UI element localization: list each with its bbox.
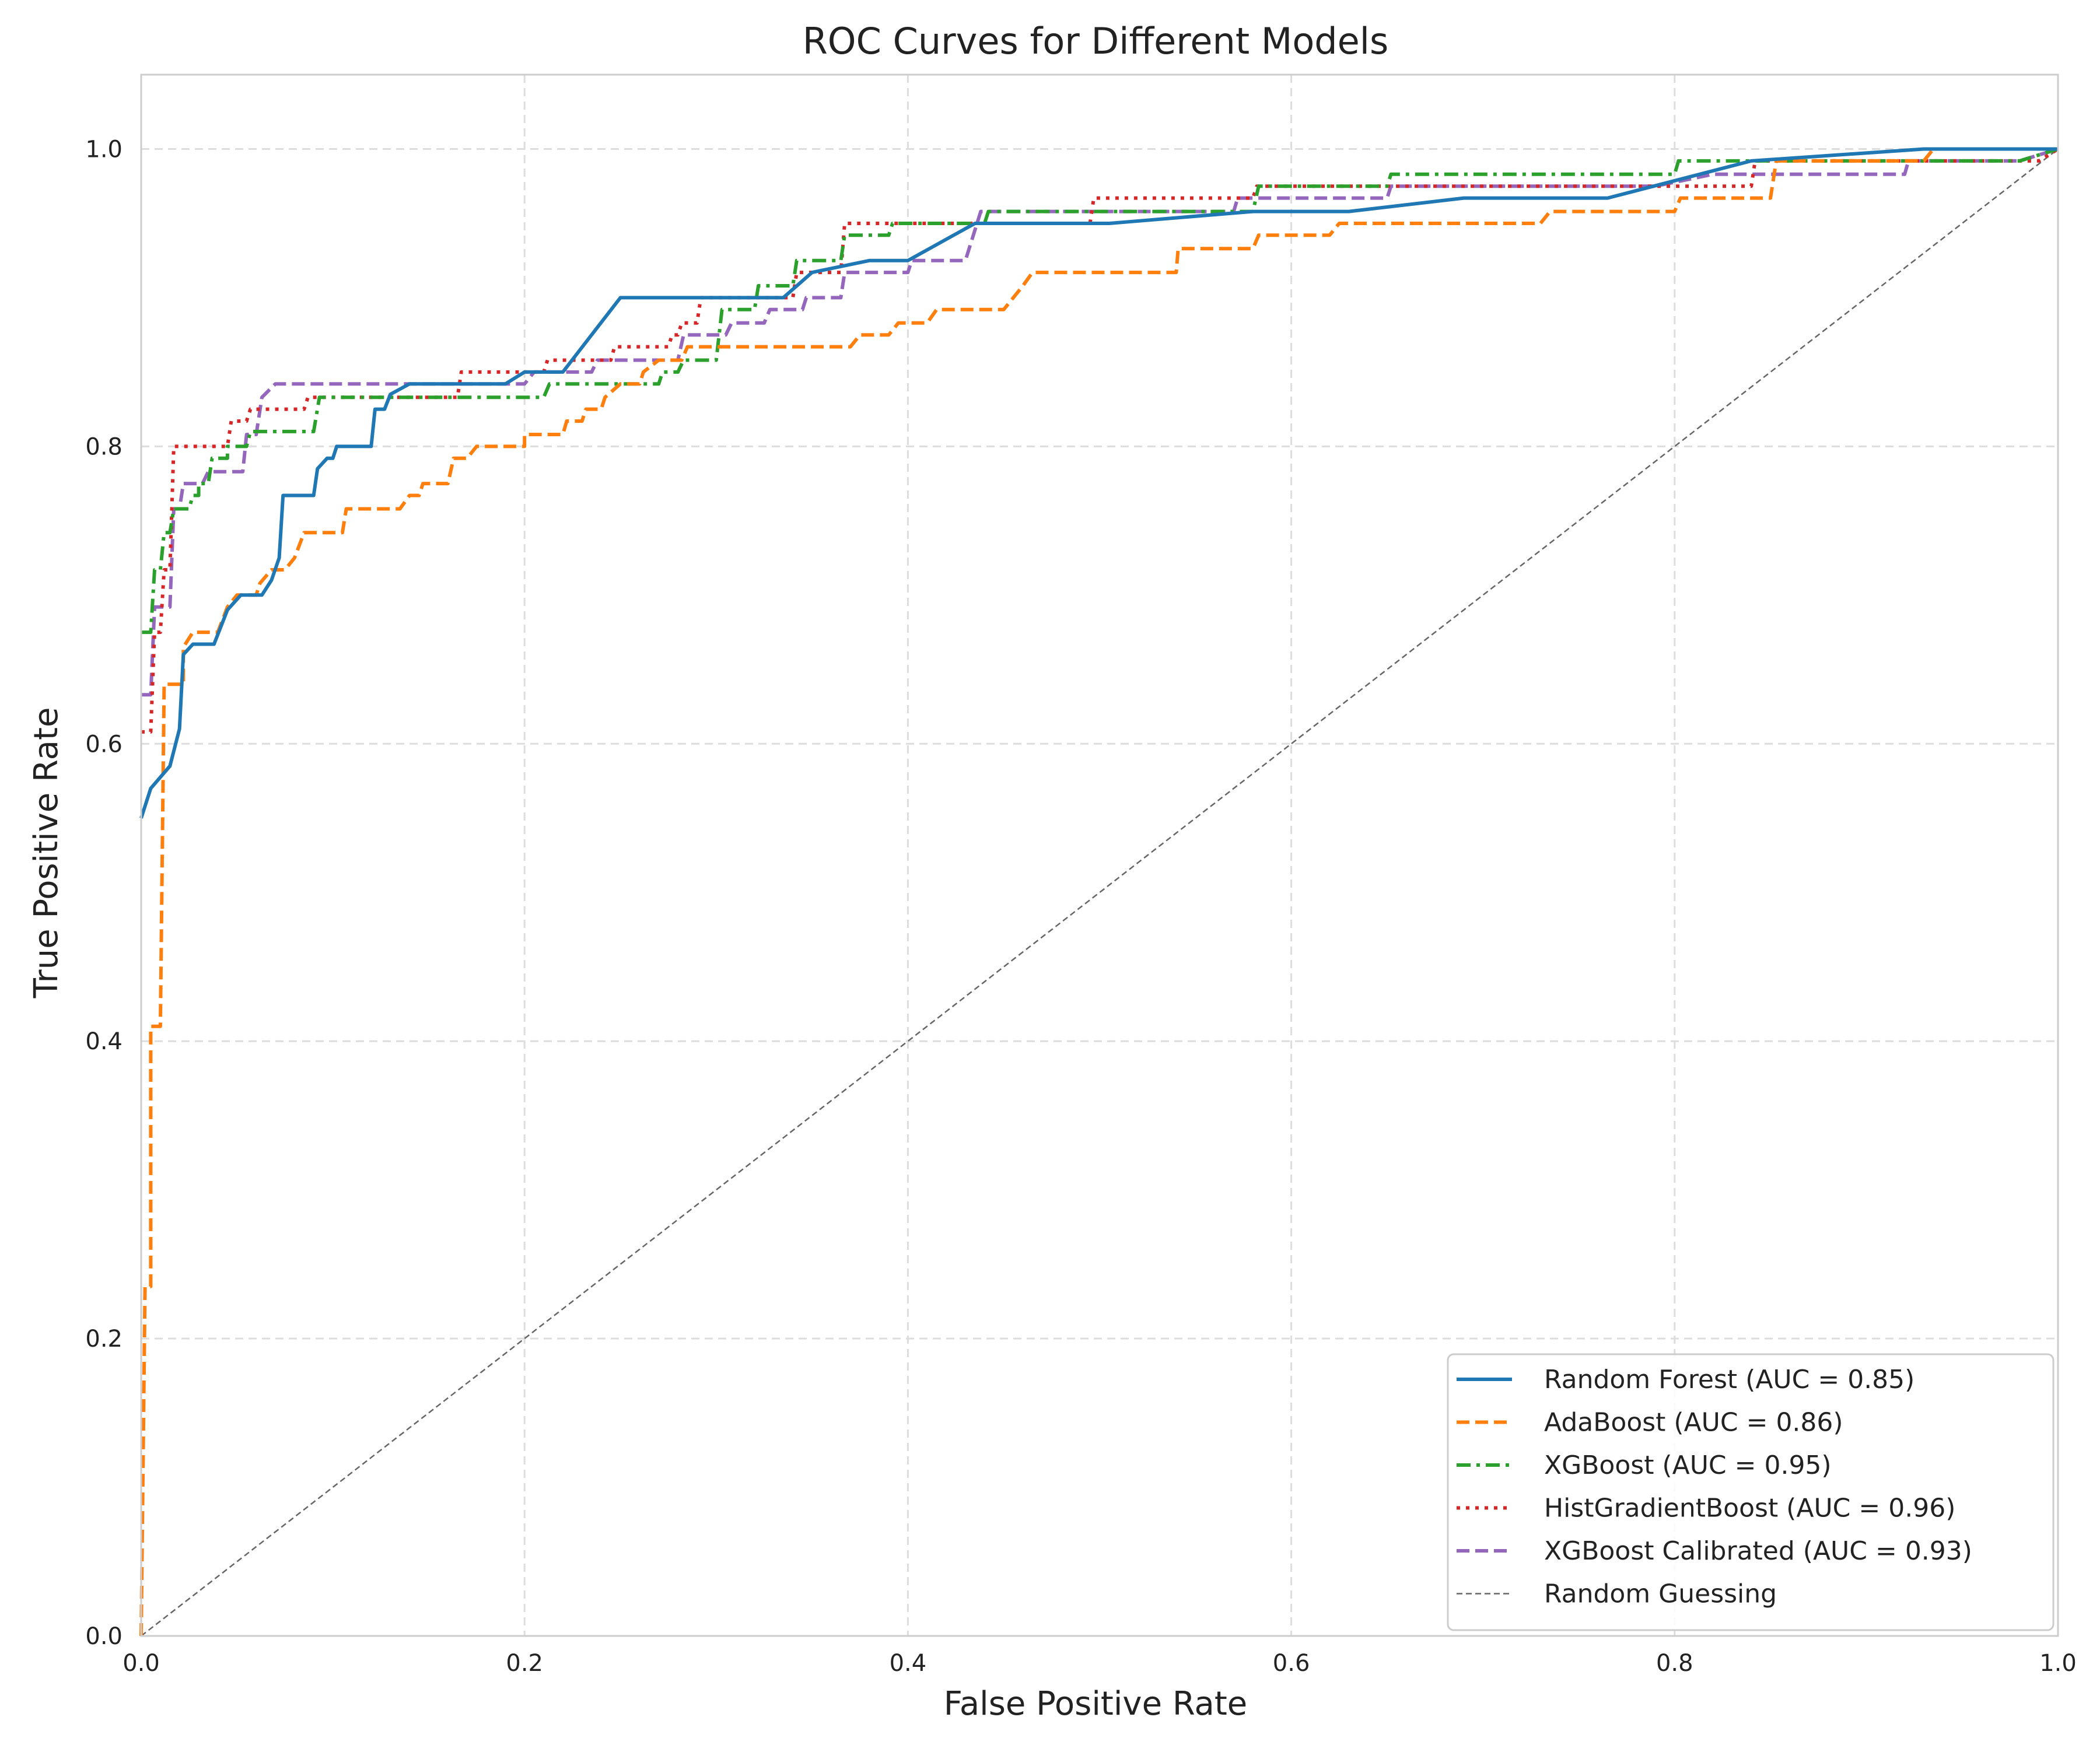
- chart-title: ROC Curves for Different Models: [803, 20, 1389, 62]
- legend-label-random-guessing: Random Guessing: [1544, 1579, 1777, 1609]
- plot-frame: [140, 73, 2059, 1637]
- tick-layer: 0.0 0.2 0.4 0.6 0.8 1.0 0.0 0.2 0.4 0.6 0.8 1.0: [85, 136, 2076, 1677]
- legend-label-histgradientboost: HistGradientBoost (AUC = 0.96): [1544, 1494, 1955, 1523]
- series-line-random-forest: [139, 147, 2058, 819]
- y-tick-label: 1.0: [85, 136, 123, 163]
- x-tick-label: 0.2: [506, 1650, 543, 1677]
- legend-label-random-forest: Random Forest (AUC = 0.85): [1544, 1365, 1915, 1394]
- y-tick-label: 0.6: [85, 731, 123, 758]
- legend-label-xgboost: XGBoost (AUC = 0.95): [1544, 1450, 1832, 1480]
- y-axis-label: True Positive Rate: [27, 707, 65, 999]
- x-tick-label: 0.6: [1273, 1650, 1310, 1677]
- x-tick-label: 0.4: [890, 1650, 927, 1677]
- series-line-xgboost: [141, 147, 2059, 635]
- y-tick-label: 0.0: [85, 1623, 123, 1650]
- series-line-random-guessing: [141, 148, 2059, 1637]
- legend: Random Forest (AUC = 0.85) AdaBoost (AUC …: [1447, 1353, 2054, 1631]
- legend-label-xgboost-calibrated: XGBoost Calibrated (AUC = 0.93): [1544, 1536, 1972, 1566]
- x-axis-label: False Positive Rate: [944, 1685, 1247, 1723]
- x-tick-label: 1.0: [2039, 1650, 2077, 1677]
- y-tick-label: 0.2: [85, 1326, 123, 1352]
- series-layer: [139, 147, 2059, 1637]
- series-line-adaboost: [139, 147, 2058, 1637]
- legend-box: [1447, 1353, 2054, 1631]
- y-tick-label: 0.4: [85, 1028, 123, 1055]
- x-tick-label: 0.0: [123, 1650, 160, 1677]
- legend-label-adaboost: AdaBoost (AUC = 0.86): [1544, 1408, 1843, 1438]
- y-tick-label: 0.8: [85, 433, 123, 460]
- x-tick-label: 0.8: [1656, 1650, 1693, 1677]
- series-line-xgboost-calibrated: [141, 147, 2059, 697]
